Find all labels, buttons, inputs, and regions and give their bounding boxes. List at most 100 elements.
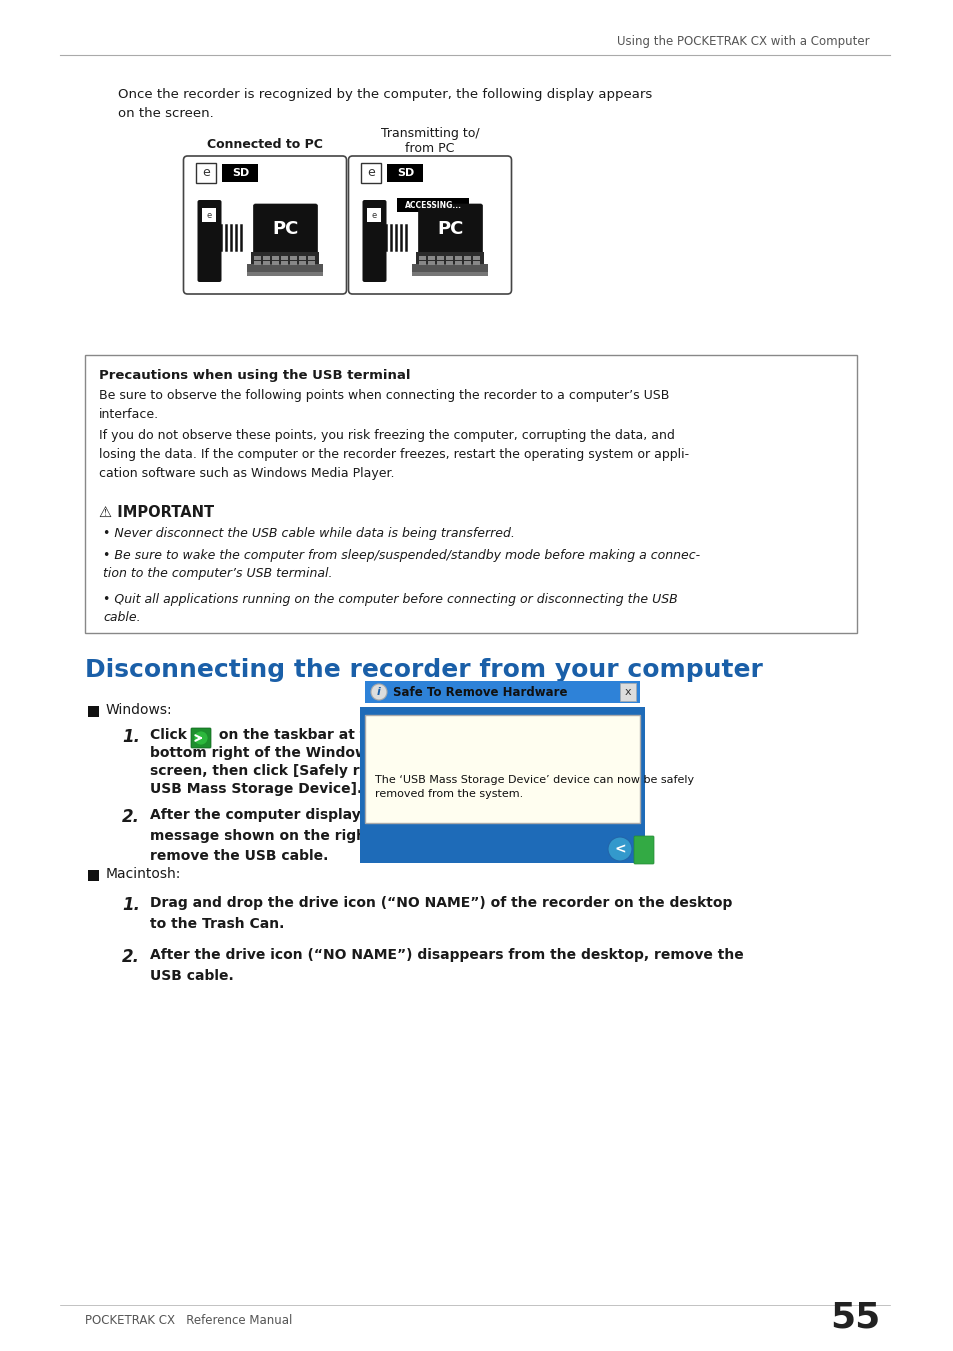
Text: Safe To Remove Hardware: Safe To Remove Hardware [393, 685, 567, 698]
Text: e: e [367, 166, 375, 180]
Text: Drag and drop the drive icon (“NO NAME”) of the recorder on the desktop
to the T: Drag and drop the drive icon (“NO NAME”)… [150, 896, 732, 931]
Text: • Never disconnect the USB cable while data is being transferred.: • Never disconnect the USB cable while d… [103, 527, 515, 540]
Circle shape [371, 684, 387, 700]
Bar [412, 272, 488, 276]
Bar [473, 261, 480, 265]
Text: <: < [614, 842, 625, 857]
Bar [619, 684, 636, 701]
Bar [437, 261, 444, 265]
Bar [455, 255, 462, 259]
Text: i: i [376, 688, 380, 697]
FancyBboxPatch shape [365, 715, 639, 823]
Bar [464, 255, 471, 259]
Circle shape [193, 731, 208, 744]
Text: screen, then click [Safely remove: screen, then click [Safely remove [150, 765, 411, 778]
Text: 2.: 2. [122, 808, 140, 825]
Bar [88, 707, 99, 717]
Text: PC: PC [272, 220, 298, 238]
Bar [308, 255, 315, 259]
Text: Click: Click [150, 728, 192, 742]
Text: Using the POCKETRAK CX with a Computer: Using the POCKETRAK CX with a Computer [617, 35, 869, 49]
FancyBboxPatch shape [634, 836, 654, 865]
Text: • Quit all applications running on the computer before connecting or disconnecti: • Quit all applications running on the c… [103, 593, 677, 624]
Text: 55: 55 [829, 1300, 879, 1333]
Bar [397, 199, 469, 212]
Text: on the taskbar at the: on the taskbar at the [213, 728, 385, 742]
Bar [464, 261, 471, 265]
Text: bottom right of the Windows: bottom right of the Windows [150, 746, 375, 761]
Bar [263, 261, 271, 265]
Bar [446, 261, 453, 265]
FancyBboxPatch shape [348, 155, 511, 295]
Bar [308, 261, 315, 265]
Text: ACCESSING...: ACCESSING... [405, 200, 461, 209]
Text: 1.: 1. [122, 728, 140, 746]
Text: Disconnecting the recorder from your computer: Disconnecting the recorder from your com… [85, 658, 762, 682]
Text: USB Mass Storage Device].: USB Mass Storage Device]. [150, 782, 362, 796]
Bar [446, 255, 453, 259]
Bar [419, 255, 426, 259]
Text: POCKETRAK CX   Reference Manual: POCKETRAK CX Reference Manual [85, 1313, 292, 1327]
FancyBboxPatch shape [191, 728, 211, 748]
Text: • Be sure to wake the computer from sleep/suspended/standby mode before making a: • Be sure to wake the computer from slee… [103, 549, 700, 580]
Bar [254, 261, 261, 265]
Bar [263, 255, 271, 259]
Text: from PC: from PC [405, 142, 455, 155]
FancyBboxPatch shape [362, 200, 386, 282]
Text: PC: PC [436, 220, 463, 238]
Text: The ‘USB Mass Storage Device’ device can now be safely
removed from the system.: The ‘USB Mass Storage Device’ device can… [375, 775, 694, 798]
Text: ⚠ IMPORTANT: ⚠ IMPORTANT [99, 505, 213, 520]
Text: After the drive icon (“NO NAME”) disappears from the desktop, remove the
USB cab: After the drive icon (“NO NAME”) disappe… [150, 948, 743, 982]
Bar [291, 261, 297, 265]
Text: Transmitting to/: Transmitting to/ [380, 127, 478, 141]
Text: e: e [202, 166, 211, 180]
Text: Windows:: Windows: [106, 703, 172, 717]
FancyBboxPatch shape [418, 204, 482, 254]
Bar [437, 255, 444, 259]
Bar [299, 255, 306, 259]
Bar [247, 263, 323, 274]
Bar [455, 261, 462, 265]
Bar [85, 355, 856, 634]
Bar [359, 838, 644, 863]
Text: 2.: 2. [122, 948, 140, 966]
Bar [428, 261, 435, 265]
Bar [367, 208, 381, 222]
Text: If you do not observe these points, you risk freezing the computer, corrupting t: If you do not observe these points, you … [99, 430, 688, 480]
Text: e: e [207, 211, 212, 219]
Bar [416, 253, 484, 266]
Bar [247, 272, 323, 276]
Circle shape [607, 838, 631, 861]
Text: Macintosh:: Macintosh: [106, 867, 181, 881]
Text: e: e [372, 211, 376, 219]
Bar [281, 261, 288, 265]
Text: Be sure to observe the following points when connecting the recorder to a comput: Be sure to observe the following points … [99, 389, 669, 422]
FancyBboxPatch shape [197, 200, 221, 282]
Text: Precautions when using the USB terminal: Precautions when using the USB terminal [99, 369, 410, 382]
Text: SD: SD [232, 168, 249, 178]
Text: Once the recorder is recognized by the computer, the following display appears
o: Once the recorder is recognized by the c… [118, 88, 652, 120]
Bar [419, 261, 426, 265]
Text: After the computer displays the
message shown on the right,
remove the USB cable: After the computer displays the message … [150, 808, 399, 863]
Text: Connected to PC: Connected to PC [207, 138, 323, 151]
Bar [412, 263, 488, 274]
Bar [202, 208, 216, 222]
FancyBboxPatch shape [196, 163, 216, 182]
Text: SD: SD [396, 168, 414, 178]
Bar [359, 707, 644, 863]
Bar [88, 870, 99, 881]
Text: 1.: 1. [122, 896, 140, 915]
FancyBboxPatch shape [361, 163, 381, 182]
Bar [299, 261, 306, 265]
Bar [273, 261, 279, 265]
Bar [252, 253, 319, 266]
Bar [222, 163, 258, 182]
Bar [254, 255, 261, 259]
Bar [273, 255, 279, 259]
Bar [428, 255, 435, 259]
Bar [281, 255, 288, 259]
Text: x: x [624, 688, 631, 697]
Bar [473, 255, 480, 259]
Bar [365, 681, 639, 703]
FancyBboxPatch shape [183, 155, 346, 295]
